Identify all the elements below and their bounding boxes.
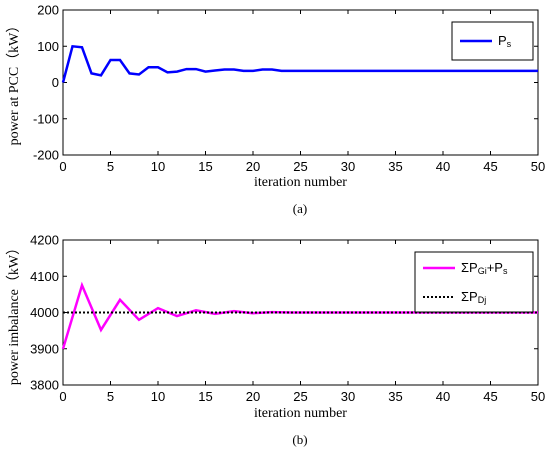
y-tick-label: 4200 bbox=[30, 233, 59, 248]
x-tick-label: 40 bbox=[436, 389, 450, 404]
x-tick-label: 20 bbox=[246, 159, 260, 174]
legend-entry-0: ΣPGi+Ps bbox=[461, 260, 508, 276]
legend-entry-0: Ps bbox=[498, 33, 512, 49]
x-tick-label: 0 bbox=[59, 159, 66, 174]
x-axis-label: iteration number bbox=[254, 406, 347, 421]
x-tick-label: 0 bbox=[59, 389, 66, 404]
panel-caption: (b) bbox=[292, 432, 307, 447]
x-tick-label: 45 bbox=[483, 159, 497, 174]
x-tick-label: 5 bbox=[107, 159, 114, 174]
legend-text: P bbox=[498, 33, 507, 48]
legend-subscript: s bbox=[503, 266, 508, 276]
y-tick-label: 4000 bbox=[30, 305, 59, 320]
panel-b: 0 5 10 15 20 25 30 35 40 45 50 4200 4100 4000 3900 3800… bbox=[6, 233, 545, 448]
x-tick-label: 15 bbox=[198, 159, 212, 174]
series-line-0 bbox=[61, 44, 538, 83]
x-tick-label: 25 bbox=[293, 159, 307, 174]
x-tick-label: 30 bbox=[341, 389, 355, 404]
x-tick-label: 50 bbox=[531, 389, 545, 404]
panel-caption: (a) bbox=[293, 201, 307, 216]
panel-a: 0 5 10 15 20 25 30 35 40 45 50 200 100 0 -100 -200 itera… bbox=[6, 3, 545, 217]
legend-subscript: Gi bbox=[478, 266, 487, 276]
y-tick-label: 3800 bbox=[30, 378, 59, 393]
x-tick-label: 5 bbox=[107, 389, 114, 404]
x-axis-label: iteration number bbox=[254, 175, 347, 190]
x-tick-label: 10 bbox=[151, 159, 165, 174]
legend-subscript: Dj bbox=[478, 295, 487, 305]
y-tick-label: -100 bbox=[33, 111, 59, 126]
x-tick-label: 35 bbox=[388, 159, 402, 174]
x-tick-label: 30 bbox=[341, 159, 355, 174]
x-tick-label: 50 bbox=[531, 159, 545, 174]
legend-box bbox=[414, 251, 534, 313]
x-tick-label: 15 bbox=[198, 389, 212, 404]
legend-text: ΣP bbox=[461, 289, 478, 304]
legend-subscript: s bbox=[507, 39, 512, 49]
y-tick-label: -200 bbox=[33, 148, 59, 163]
y-tick-label: 3900 bbox=[30, 341, 59, 356]
legend-text: ΣP bbox=[461, 260, 478, 275]
legend-text: +P bbox=[487, 260, 503, 275]
x-tick-label: 45 bbox=[483, 389, 497, 404]
y-axis-label: power imbalance（kW） bbox=[6, 241, 22, 385]
x-tick-label: 20 bbox=[246, 389, 260, 404]
legend-entry-1: ΣPDj bbox=[461, 289, 486, 305]
x-tick-label: 40 bbox=[436, 159, 450, 174]
y-tick-label: 0 bbox=[52, 75, 59, 90]
y-tick-label: 200 bbox=[37, 3, 59, 18]
y-axis-label: power at PCC（kW） bbox=[6, 19, 22, 146]
x-tick-label: 25 bbox=[293, 389, 307, 404]
y-tick-label: 4100 bbox=[30, 269, 59, 284]
y-tick-label: 100 bbox=[37, 39, 59, 54]
x-tick-label: 35 bbox=[388, 389, 402, 404]
x-tick-label: 10 bbox=[151, 389, 165, 404]
